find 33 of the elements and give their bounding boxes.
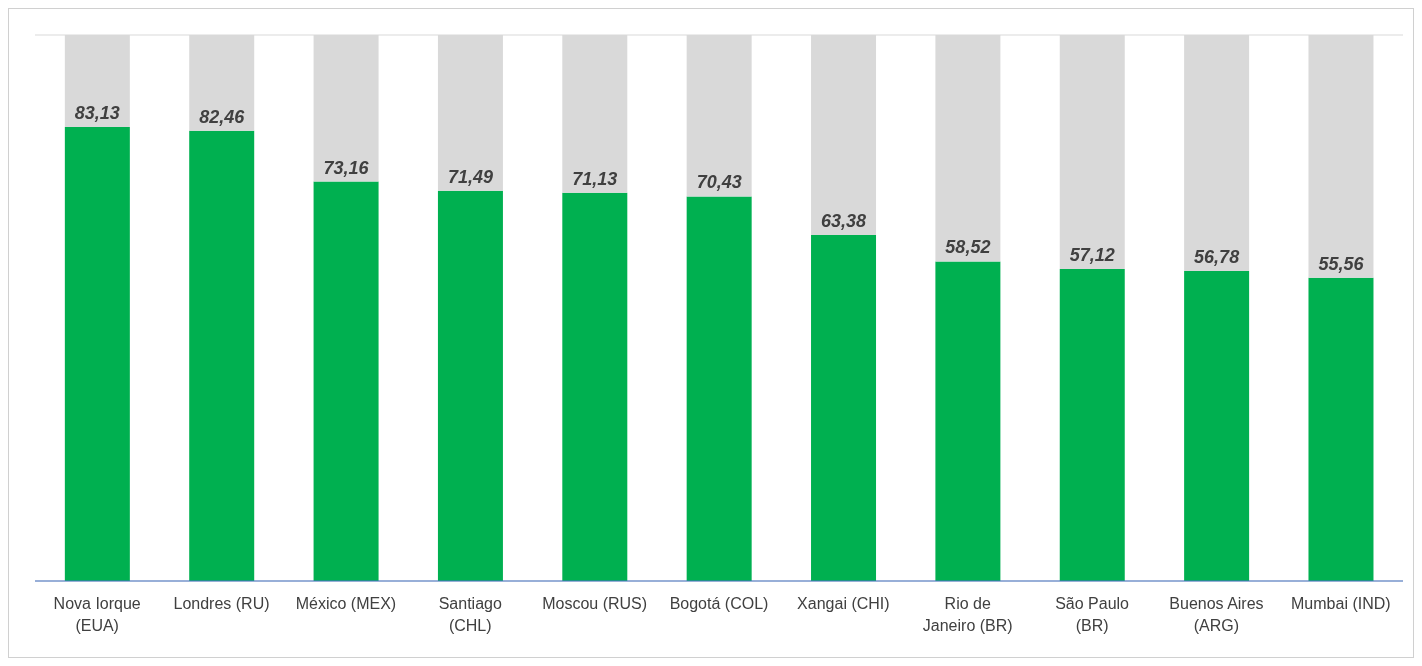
data-label: 70,43 xyxy=(696,172,742,193)
x-tick-label: Mumbai (IND) xyxy=(1291,595,1391,612)
x-tick-label: Nova Iorque (EUA) xyxy=(53,595,141,634)
x-tick-label: Rio de Janeiro (BR) xyxy=(922,595,1013,634)
bar xyxy=(64,127,130,581)
x-tick-label: México (MEX) xyxy=(295,595,397,612)
bar xyxy=(562,192,628,581)
x-tick-label: Bogotá (COL) xyxy=(669,595,769,612)
x-tick-label: Buenos Aires (ARG) xyxy=(1169,595,1264,634)
data-label: 55,56 xyxy=(1318,253,1365,274)
x-tick-label: Londres (RU) xyxy=(173,595,270,612)
x-tick-label: São Paulo (BR) xyxy=(1055,595,1130,634)
data-label: 71,13 xyxy=(572,168,618,189)
data-label: 58,52 xyxy=(945,237,991,258)
bar xyxy=(313,181,379,581)
bar xyxy=(1184,270,1250,581)
data-label: 56,78 xyxy=(1194,246,1240,267)
data-label: 63,38 xyxy=(821,210,867,231)
bar xyxy=(189,130,255,581)
x-tick-label: Santiago (CHL) xyxy=(438,595,502,634)
bar xyxy=(686,196,752,581)
x-tick-label: Moscou (RUS) xyxy=(542,595,648,612)
bar xyxy=(811,234,877,581)
data-label: 83,13 xyxy=(74,103,120,124)
x-tick-label: Xangai (CHI) xyxy=(797,595,890,612)
bar xyxy=(437,190,503,581)
data-label: 82,46 xyxy=(199,106,246,127)
bar xyxy=(935,261,1001,581)
data-label: 71,49 xyxy=(447,166,493,187)
bar xyxy=(1308,277,1374,581)
data-label: 73,16 xyxy=(323,157,370,178)
data-label: 57,12 xyxy=(1069,245,1115,266)
bar xyxy=(1059,269,1125,581)
